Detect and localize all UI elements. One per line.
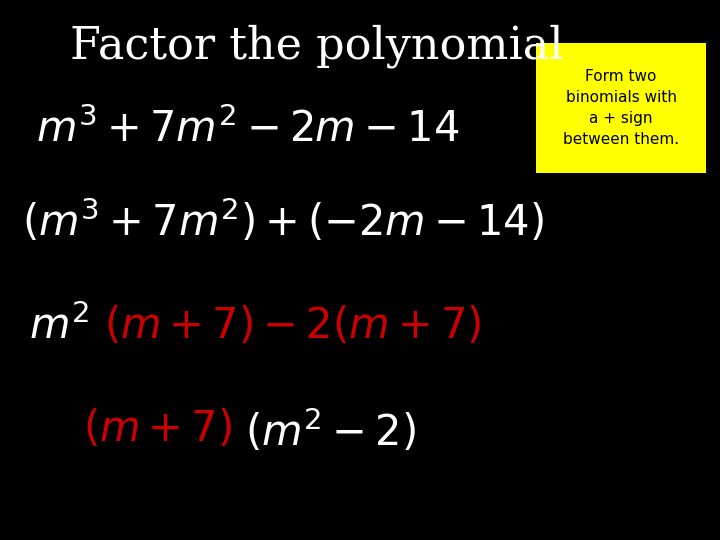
Text: $m^2$: $m^2$: [29, 305, 89, 348]
Text: $(m + 7)$: $(m + 7)$: [83, 408, 232, 450]
Text: $(m^2 - 2)$: $(m^2 - 2)$: [245, 408, 415, 455]
Text: $m^3 + 7m^2 - 2m - 14$: $m^3 + 7m^2 - 2m - 14$: [36, 108, 459, 151]
FancyBboxPatch shape: [536, 43, 706, 173]
Text: $(m^3 + 7m^2) + (-2m - 14)$: $(m^3 + 7m^2) + (-2m - 14)$: [22, 197, 544, 245]
Text: $(m + 7) - 2(m + 7)$: $(m + 7) - 2(m + 7)$: [104, 305, 482, 347]
Text: Factor the polynomial: Factor the polynomial: [70, 24, 564, 68]
Text: Form two
binomials with
a + sign
between them.: Form two binomials with a + sign between…: [563, 69, 679, 147]
